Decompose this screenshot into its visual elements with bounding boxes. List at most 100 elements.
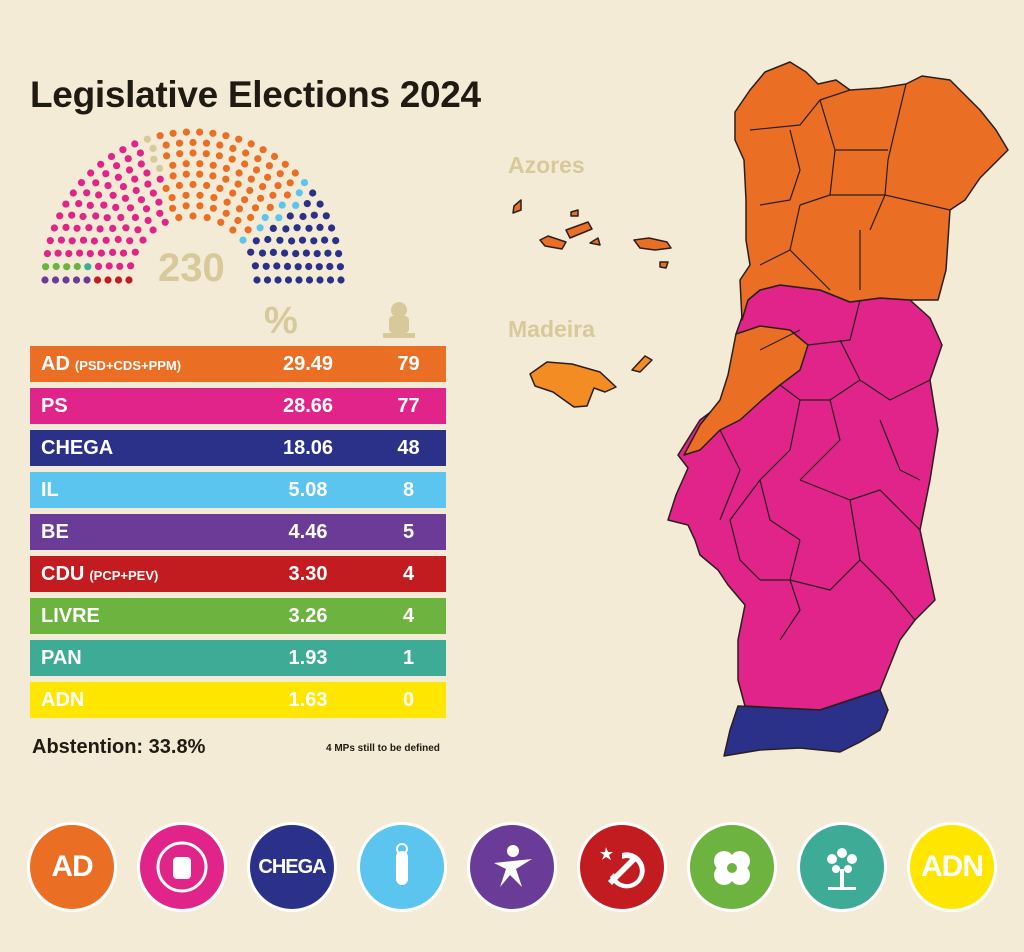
seat-dot	[189, 212, 197, 220]
seat-dot	[228, 155, 236, 163]
party-percent: 3.26	[288, 604, 328, 627]
seat-dot	[252, 166, 261, 174]
seat-dot	[229, 144, 237, 152]
seat-dot	[247, 175, 255, 183]
seat-dot	[168, 194, 176, 202]
livre-poppy-icon	[687, 822, 777, 912]
pan-tree-icon-graphic	[827, 848, 857, 890]
seat-dot	[196, 191, 204, 199]
seat-dot	[275, 214, 283, 222]
seat-dot	[189, 149, 197, 157]
region-chega	[723, 689, 889, 757]
seat-dot	[119, 146, 127, 154]
seat-dot	[62, 276, 70, 284]
seat-dot	[102, 170, 110, 178]
seat-dot	[203, 181, 211, 190]
seat-dot	[68, 211, 76, 219]
seat-dot	[72, 276, 81, 284]
seat-dot	[286, 179, 294, 187]
seat-dot	[337, 276, 345, 284]
seat-dot	[113, 162, 121, 170]
seat-dot	[73, 262, 81, 271]
seat-dot	[321, 236, 329, 244]
seat-dot	[247, 248, 255, 256]
seat-dot	[182, 202, 190, 210]
seat-dot	[258, 249, 267, 257]
logo-text: CHEGA	[258, 855, 326, 878]
party-percent: 1.93	[288, 646, 328, 669]
seat-dot	[114, 173, 122, 181]
seat-dot	[52, 262, 60, 271]
seat-dot	[189, 138, 197, 147]
party-row-cdu: CDU (PCP+PEV) 3.30 4	[30, 556, 446, 592]
seat-dot	[169, 204, 177, 212]
seat-dot	[137, 160, 145, 168]
seat-dot	[254, 155, 262, 163]
seat-dot	[261, 213, 269, 222]
seat-dot	[102, 236, 110, 244]
seat-dot	[286, 212, 294, 220]
seat-dot	[121, 194, 129, 202]
party-seats: 4	[402, 562, 415, 585]
seat-dot	[86, 201, 94, 209]
seat-dot	[239, 236, 247, 244]
seat-dot	[251, 204, 260, 212]
seat-dot	[103, 214, 111, 222]
seat-dot	[274, 182, 282, 190]
seat-dot	[222, 132, 230, 140]
seat-dot	[295, 189, 303, 197]
seat-dot	[155, 198, 163, 206]
seat-dot	[229, 189, 237, 197]
seat-dot	[336, 263, 344, 271]
seat-dot	[210, 194, 218, 202]
seat-dot	[216, 184, 224, 192]
seat-dot	[69, 189, 77, 197]
il-logo-icon-graphic	[396, 843, 408, 885]
seat-dot	[196, 128, 204, 136]
seat-dot	[92, 212, 100, 220]
seat-dot	[242, 149, 250, 157]
seat-dot	[241, 196, 249, 204]
seat-dot	[189, 180, 197, 189]
seat-dot	[264, 173, 272, 181]
seat-dot	[292, 250, 300, 258]
seat-dot	[175, 214, 183, 222]
seat-dot	[316, 276, 324, 284]
seat-dot	[41, 276, 49, 284]
seat-dot	[310, 211, 318, 219]
seat-dot	[169, 172, 177, 180]
seat-dot	[156, 175, 164, 183]
party-name: CDU (PCP+PEV)	[30, 563, 245, 586]
seat-dot	[300, 179, 309, 187]
seat-dot	[326, 262, 334, 271]
abstention: Abstention: 33.8%	[32, 736, 206, 758]
seat-dot	[85, 224, 93, 232]
party-row-livre: LIVRE 3.26 4	[30, 598, 446, 634]
portugal-results-map	[512, 61, 1009, 757]
seat-dot	[143, 169, 151, 177]
party-label: CDU	[41, 562, 85, 585]
seat-dot	[79, 212, 87, 221]
region-ad-north	[734, 61, 1009, 321]
party-percent: 18.06	[282, 436, 334, 459]
seat-dot	[131, 140, 139, 148]
seat-dot	[68, 237, 76, 245]
seat-dot	[259, 146, 267, 154]
seat-dot	[263, 276, 272, 284]
party-percent: 5.08	[288, 478, 328, 501]
seat-dot	[94, 262, 103, 270]
seat-dot	[295, 276, 303, 284]
seat-dot	[143, 135, 151, 143]
seat-dot	[235, 205, 244, 213]
seat-dot	[257, 194, 265, 202]
seat-dot	[209, 204, 217, 212]
seat-dot	[182, 128, 190, 136]
seat-dot	[92, 179, 100, 187]
seat-dot	[281, 160, 289, 168]
seat-dot	[202, 139, 211, 147]
seat-dot	[310, 237, 318, 245]
seat-dot	[291, 169, 299, 177]
party-name: BE	[30, 521, 245, 544]
seat-dot	[42, 263, 50, 271]
seat-dot	[322, 212, 330, 220]
